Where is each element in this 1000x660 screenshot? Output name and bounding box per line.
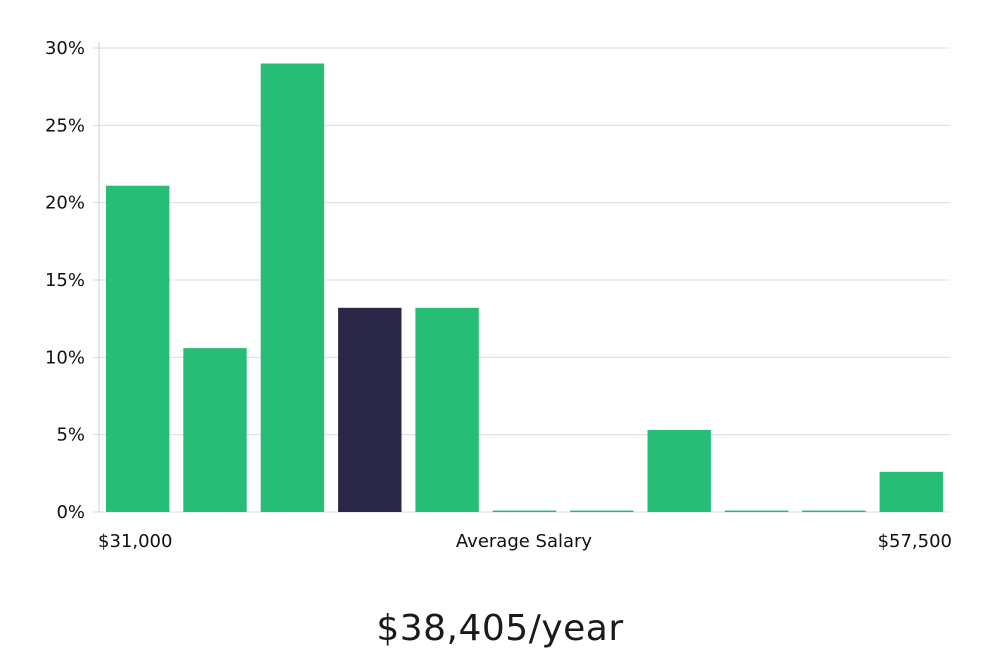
bar [647,430,711,512]
bar [183,348,247,512]
bar [879,471,943,512]
bar [106,185,170,512]
y-tick-label: 0% [56,502,85,523]
bar-highlighted [338,307,402,512]
bar [260,63,325,512]
y-tick-label: 20% [45,193,85,214]
x-axis-label: Average Salary [456,531,593,552]
bar [802,510,866,512]
y-tick-label: 30% [45,38,85,59]
bar [415,307,479,512]
y-tick-label: 5% [56,425,85,446]
bar [570,510,634,512]
y-tick-label: 10% [45,347,85,368]
x-max-label: $57,500 [878,531,952,552]
x-min-label: $31,000 [98,531,172,552]
salary-histogram: 0% 5% 10% 15% 20% 25% 30% $31,000 Average Sala… [45,38,952,552]
y-axis-ticks: 0% 5% 10% 15% 20% 25% 30% [45,38,85,523]
y-tick-label: 25% [45,115,85,136]
bar [724,510,789,512]
bar [492,510,557,512]
average-salary-value: $38,405/year [376,608,624,649]
bars [106,63,943,512]
y-tick-label: 15% [45,270,85,291]
